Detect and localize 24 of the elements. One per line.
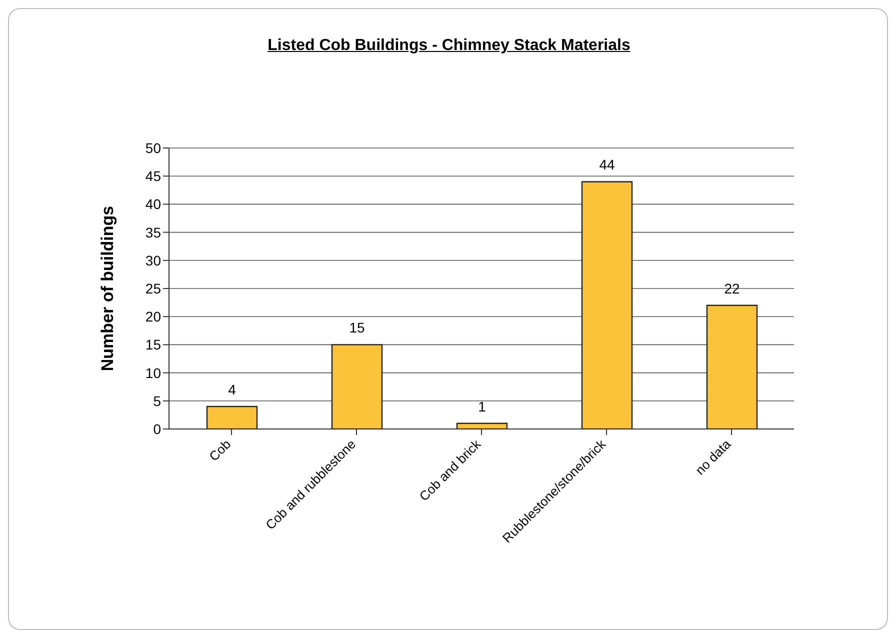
data-label: 44 [599,156,615,173]
y-tick-label: 20 [145,308,162,325]
y-tick-label: 35 [145,224,162,240]
data-label: 4 [228,382,236,398]
y-tick-label: 50 [145,140,162,156]
bar [331,344,383,429]
y-tick-label: 5 [153,392,162,409]
y-tick-label: 25 [145,280,162,296]
x-tick-label: Cob [206,436,234,464]
bar [706,304,758,429]
y-axis-title: Number of buildings [98,206,118,372]
data-label: 22 [724,280,740,296]
y-tick-label: 0 [153,420,162,437]
y-tick-label: 40 [145,196,162,212]
y-tick-label: 30 [145,252,162,268]
y-tick-label: 10 [145,364,162,381]
bar [206,406,258,429]
chart-title: Listed Cob Buildings - Chimney Stack Materials [266,37,632,55]
y-tick-label: 45 [145,168,162,184]
x-tick-label: no data [692,436,734,478]
data-label: 15 [349,320,365,336]
data-label: 1 [478,398,486,414]
y-tick-label: 15 [145,336,162,353]
bar [581,181,633,429]
